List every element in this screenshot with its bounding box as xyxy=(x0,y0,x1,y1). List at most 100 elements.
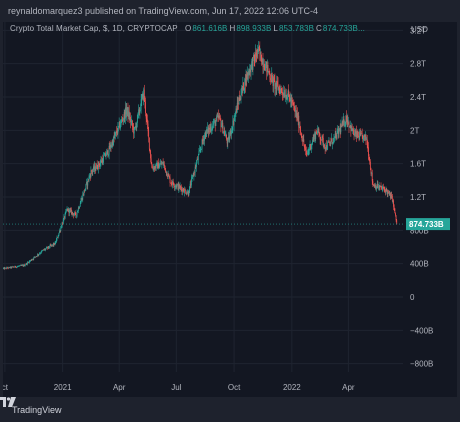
candle xyxy=(337,125,339,134)
candle xyxy=(342,113,344,126)
candle-body xyxy=(130,116,131,123)
candle-body xyxy=(283,92,285,96)
candle xyxy=(5,267,6,269)
candle xyxy=(218,113,220,120)
candle-body xyxy=(391,195,393,202)
candle-body xyxy=(326,148,328,150)
candle xyxy=(393,198,394,210)
candle-body xyxy=(347,119,349,125)
candle xyxy=(303,133,305,147)
candle xyxy=(339,127,340,132)
candle-body xyxy=(229,130,231,136)
candle xyxy=(282,87,283,101)
candle-body xyxy=(211,128,213,130)
candle xyxy=(284,89,286,99)
candle xyxy=(180,185,182,190)
candle-body xyxy=(311,143,313,146)
candle xyxy=(225,131,227,136)
candle xyxy=(101,158,103,165)
candle xyxy=(157,162,159,170)
candle-body xyxy=(77,211,79,213)
candle xyxy=(88,178,89,183)
candle xyxy=(106,150,108,155)
candle-body xyxy=(383,187,384,189)
candle-body xyxy=(253,54,255,59)
candle-body xyxy=(216,116,217,122)
candle-body xyxy=(105,155,107,157)
candle xyxy=(366,135,368,149)
candle-body xyxy=(334,133,336,137)
candle-body xyxy=(192,175,194,177)
candle xyxy=(219,114,221,121)
candle xyxy=(340,119,342,135)
candle-body xyxy=(214,120,216,126)
candle xyxy=(373,184,375,188)
candle-body xyxy=(35,256,37,257)
candle-body xyxy=(155,163,157,169)
candle xyxy=(128,105,130,124)
candle-body xyxy=(179,184,180,189)
candle xyxy=(238,95,240,105)
candle-body xyxy=(153,167,155,170)
candle-body xyxy=(153,167,155,170)
candle-body xyxy=(48,246,50,248)
candle-body xyxy=(317,128,319,131)
candle xyxy=(341,116,343,128)
candle xyxy=(82,191,84,203)
candle-body xyxy=(273,78,275,86)
candle xyxy=(110,140,112,152)
candle xyxy=(66,208,67,213)
candle-body xyxy=(32,259,34,260)
candle xyxy=(42,249,43,251)
candle xyxy=(127,102,129,123)
candle-body xyxy=(97,168,99,170)
candle xyxy=(329,137,331,147)
candle-body xyxy=(174,186,175,188)
candle-body xyxy=(197,159,199,160)
chart-panel[interactable]: USD 3.2T 2.8T 2.4T 2T 1.6T 1.2T 800B 400B 0 −400B −… xyxy=(3,22,457,397)
candle-body xyxy=(133,128,135,134)
candle-body xyxy=(54,243,55,245)
candle-body xyxy=(92,170,94,173)
candle-body xyxy=(69,209,71,211)
candle xyxy=(86,178,87,185)
y-tick-label: 2T xyxy=(410,126,419,135)
candle-body xyxy=(244,78,246,86)
candle-body xyxy=(4,267,6,269)
candle-body xyxy=(202,139,204,142)
candle xyxy=(144,95,146,109)
candle-body xyxy=(96,164,98,169)
candle xyxy=(74,210,76,216)
candle-body xyxy=(305,150,307,153)
ohlc-item: H898.933B xyxy=(229,24,272,33)
candle xyxy=(321,134,323,146)
candle xyxy=(59,230,61,233)
candle xyxy=(48,245,50,250)
candle-body xyxy=(307,152,308,154)
candle xyxy=(126,103,128,121)
candle xyxy=(312,134,314,142)
candle xyxy=(167,173,168,180)
candle xyxy=(332,137,334,145)
candle xyxy=(50,243,52,247)
candle xyxy=(276,75,278,95)
candle-body xyxy=(327,142,329,149)
candle-body xyxy=(46,247,48,248)
candle-body xyxy=(213,120,215,125)
candle-body xyxy=(257,49,259,52)
candle-body xyxy=(331,138,333,144)
candle xyxy=(260,51,262,62)
candle xyxy=(123,108,125,124)
candle-body xyxy=(209,127,211,130)
candle xyxy=(214,117,216,132)
candle-body xyxy=(343,118,345,126)
candle xyxy=(149,148,151,154)
candle xyxy=(287,89,289,103)
candle-body xyxy=(228,136,230,140)
candle-body xyxy=(119,122,121,129)
candle xyxy=(32,258,34,261)
candle-body xyxy=(80,200,82,204)
candle-body xyxy=(368,147,369,156)
candle xyxy=(318,127,320,138)
